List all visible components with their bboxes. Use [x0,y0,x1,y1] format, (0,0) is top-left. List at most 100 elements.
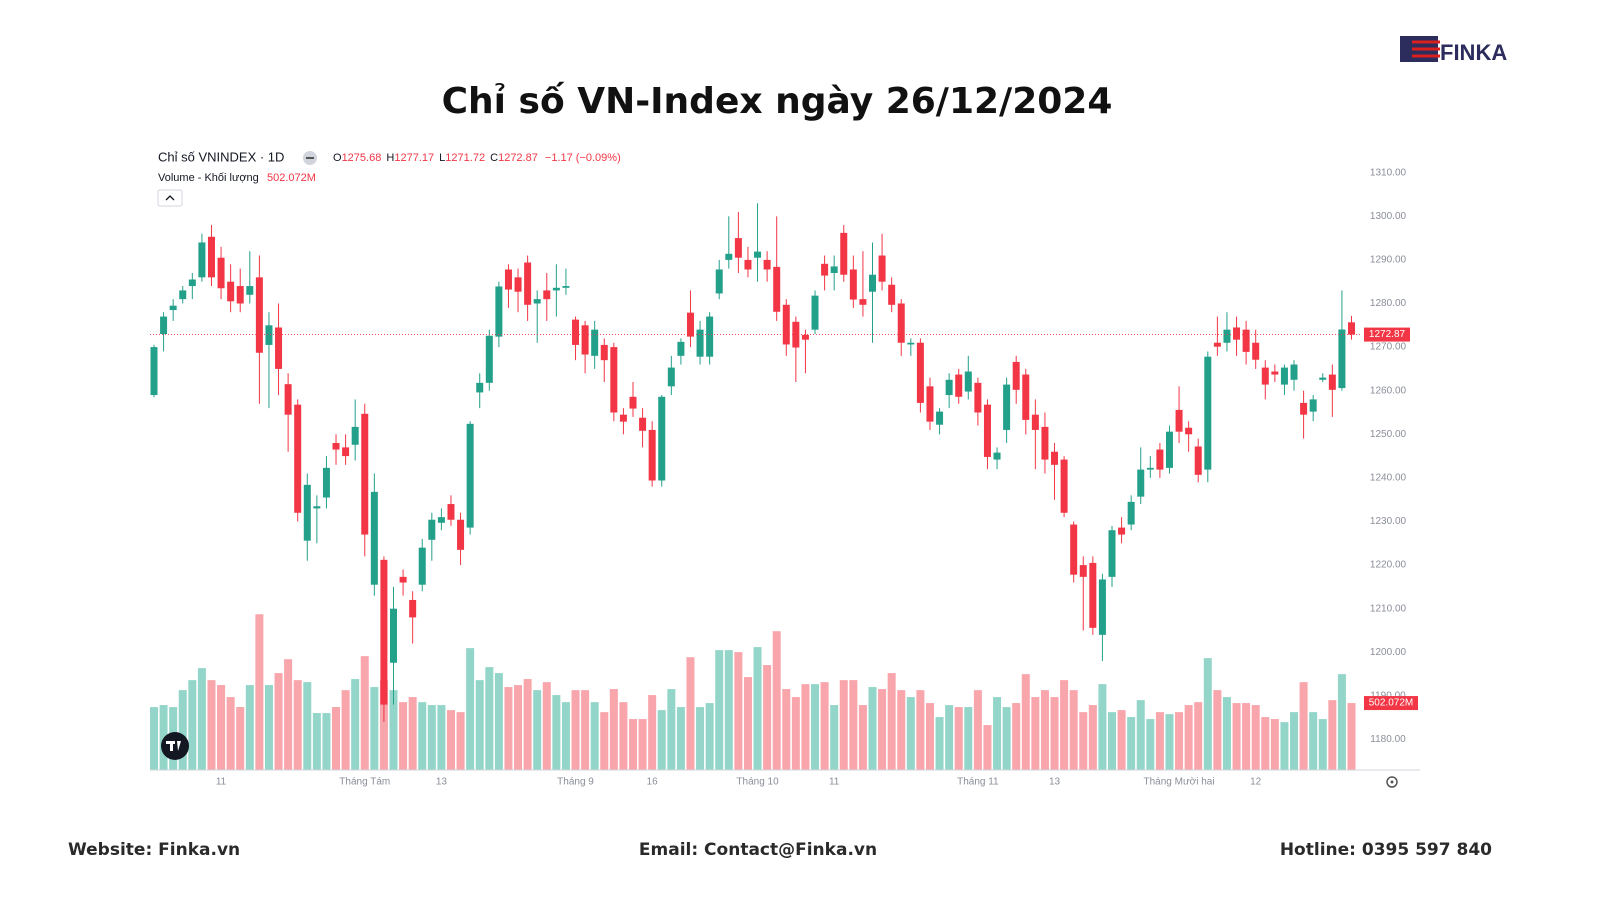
candle-body [686,312,694,337]
candle-body [514,277,522,292]
volume-bar [427,705,436,770]
candle-body [265,325,273,345]
candle-body [1079,565,1087,577]
candle-body [552,287,560,291]
volume-legend: Volume - Khối lượng [158,172,259,184]
volume-bar [1175,712,1184,770]
volume-bar [964,707,973,770]
volume-bar [533,690,542,770]
candle-body [160,316,168,335]
settings-icon[interactable] [1386,776,1398,788]
y-tick-label: 1210.00 [1370,603,1407,614]
candle-body [983,404,991,457]
volume-bar [150,707,158,770]
volume-bar [686,657,695,770]
candle-body [801,334,809,340]
y-tick-label: 1240.00 [1370,473,1407,484]
x-tick-label: 11 [216,777,227,788]
volume-bar [1242,703,1251,770]
candle-body [466,423,474,528]
volume-bar [935,717,944,770]
volume-bar [274,673,283,770]
legend-key: L [439,152,445,164]
candle-body [936,411,944,425]
candle-body [955,374,963,397]
volume-bar [849,680,858,770]
collapse-button[interactable] [157,189,183,207]
candle-body [677,341,685,356]
candle-body [1242,329,1250,352]
candle-body [629,396,637,409]
candle-body [275,327,283,369]
candle-body [859,299,867,305]
volume-bar [1050,697,1059,770]
candle-body [246,286,254,295]
volume-tag: 502.072M [1369,698,1413,709]
logo: FINKA [1400,36,1507,65]
volume-bar [1146,719,1155,770]
x-tick-label: Tháng Mười hai [1144,777,1215,788]
volume-bar [1347,703,1356,770]
volume-bar [763,665,772,770]
candle-body [437,517,445,523]
volume-bar [629,719,637,770]
legend-key: H [386,152,394,164]
candle-body [1271,371,1279,375]
volume-bar [791,697,800,770]
candle-body [428,519,436,540]
candle-body [821,263,829,276]
status-icon [303,151,317,165]
volume-bar [1222,697,1231,770]
volume-bar [772,631,781,770]
volume-bar [1165,714,1174,770]
candle-body [1127,501,1135,525]
volume-bar [887,673,896,770]
volume-bar [600,712,609,770]
candle-body [1204,356,1212,470]
candle-body [581,325,589,355]
candle-body [600,344,608,361]
candle-body [1252,342,1260,360]
plot: 1180.00 1190.00 1200.00 1210.00 1220.00 1230.… [150,167,1418,788]
volume-bar [1309,712,1318,770]
candle-body [495,286,503,337]
x-tick-label: 11 [829,777,840,788]
volume-bar [322,713,331,770]
volume-bar [1232,703,1241,770]
symbol-label: Chỉ số VNINDEX · 1D [158,149,284,164]
y-tick-label: 1220.00 [1370,560,1407,571]
volume-bar [1069,690,1078,770]
legend-key: C [490,152,498,164]
volume-bar [782,689,791,770]
volume-bar [408,697,417,770]
volume-bar [609,689,618,770]
y-tick-label: 1270.00 [1370,342,1407,353]
volume-bar [1184,705,1193,770]
candle-body [1338,329,1346,389]
volume-bar [542,682,551,770]
volume-bar [801,684,810,770]
volume-bar [581,690,590,770]
volume-legend-value: 502.072M [267,172,316,184]
candle-body [562,286,570,288]
candle-body [390,608,397,663]
volume-bar [1021,674,1030,770]
volume-bar [456,712,465,770]
candle-body [342,447,350,457]
candle-body [1309,399,1317,412]
volume-bar [743,677,752,770]
candle-body [533,299,541,304]
volume-bar [514,685,523,770]
candle-body [380,559,388,705]
volume-bar [619,702,628,770]
volume-bar [696,707,705,770]
volume-bar [1088,705,1097,770]
candle-body [418,547,426,585]
volume-bar [993,697,1002,770]
candle-body [284,384,292,415]
x-tick-label: 13 [436,777,448,788]
candle-body [744,259,752,270]
volume-bar [648,695,657,770]
volume-bar [188,680,197,770]
